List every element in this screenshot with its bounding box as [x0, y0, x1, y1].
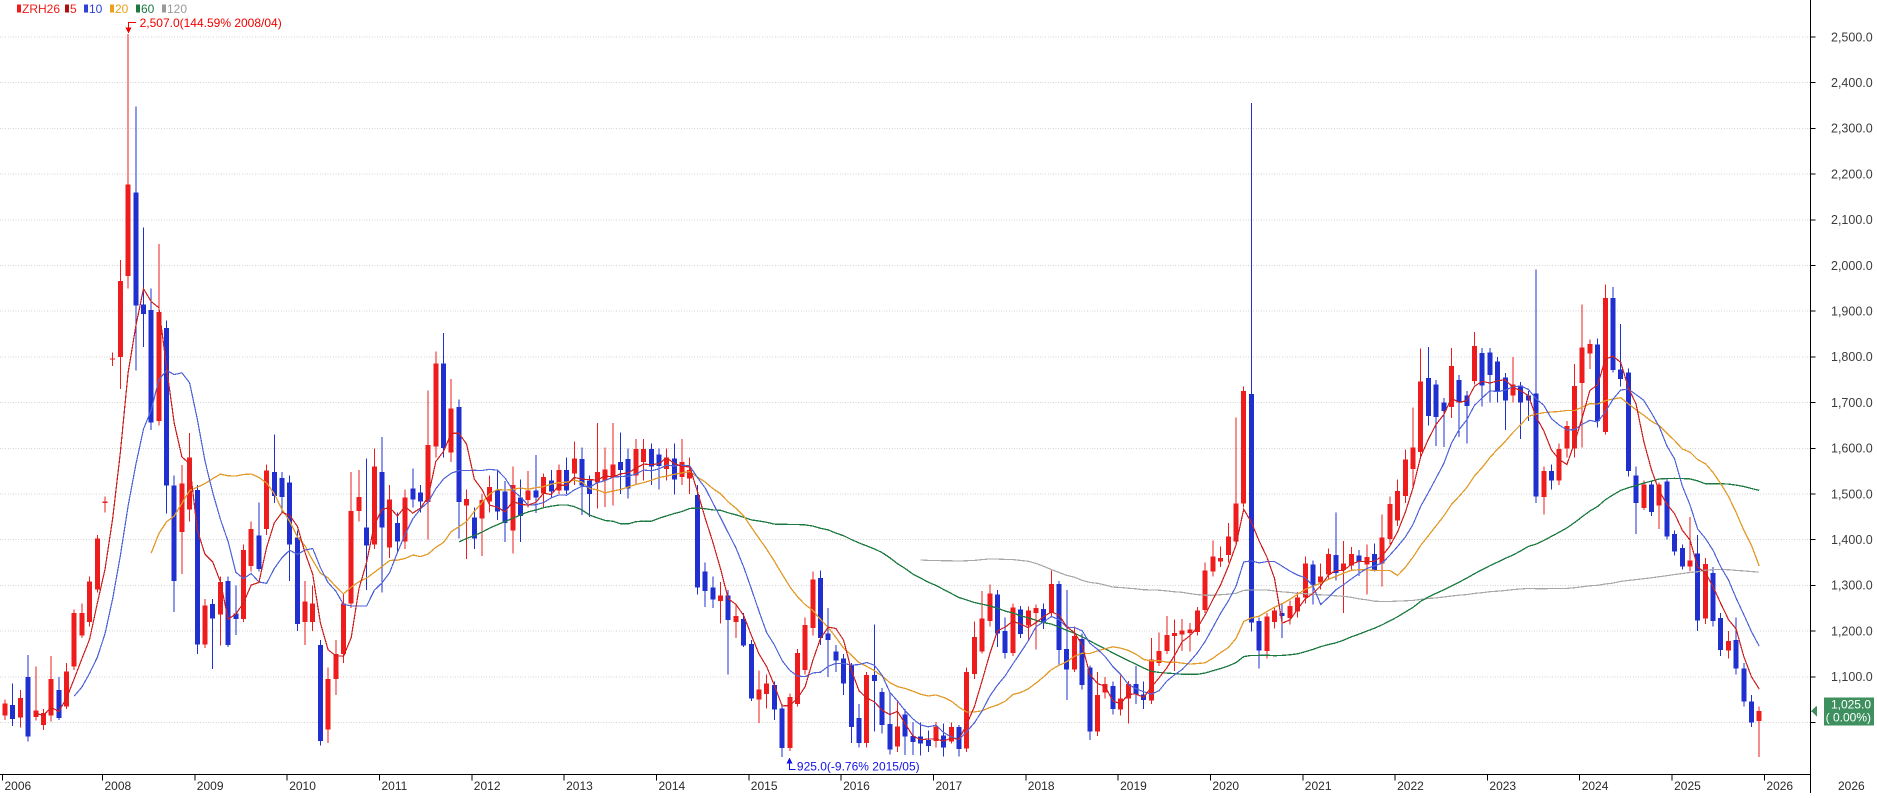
- svg-text:2018: 2018: [1028, 779, 1055, 793]
- svg-text:2019: 2019: [1120, 779, 1147, 793]
- svg-text:1,800.0: 1,800.0: [1831, 350, 1873, 364]
- svg-text:2010: 2010: [289, 779, 316, 793]
- svg-text:20: 20: [115, 2, 129, 16]
- svg-text:1,600.0: 1,600.0: [1831, 442, 1873, 456]
- svg-text:2017: 2017: [936, 779, 963, 793]
- svg-text:120: 120: [167, 2, 187, 16]
- svg-text:2022: 2022: [1397, 779, 1424, 793]
- svg-text:ZRH26: ZRH26: [22, 2, 60, 16]
- svg-text:2006: 2006: [5, 779, 32, 793]
- svg-text:2015: 2015: [751, 779, 778, 793]
- svg-text:1,025.0: 1,025.0: [1831, 698, 1871, 712]
- svg-text:2014: 2014: [659, 779, 686, 793]
- svg-text:2016: 2016: [843, 779, 870, 793]
- svg-text:2,100.0: 2,100.0: [1831, 213, 1873, 227]
- svg-text:2026: 2026: [1838, 779, 1865, 793]
- svg-text:2025: 2025: [1674, 779, 1701, 793]
- svg-text:2,400.0: 2,400.0: [1831, 76, 1873, 90]
- svg-text:2026: 2026: [1766, 779, 1793, 793]
- svg-text:2024: 2024: [1582, 779, 1609, 793]
- svg-text:1,500.0: 1,500.0: [1831, 487, 1873, 501]
- svg-text:1,900.0: 1,900.0: [1831, 305, 1873, 319]
- svg-text:2009: 2009: [197, 779, 224, 793]
- svg-text:2,000.0: 2,000.0: [1831, 259, 1873, 273]
- svg-text:925.0(-9.76% 2015/05): 925.0(-9.76% 2015/05): [797, 760, 920, 774]
- svg-text:2012: 2012: [474, 779, 501, 793]
- svg-text:2,200.0: 2,200.0: [1831, 167, 1873, 181]
- svg-text:1,100.0: 1,100.0: [1831, 670, 1873, 684]
- svg-text:2011: 2011: [382, 779, 408, 793]
- svg-text:60: 60: [141, 2, 155, 16]
- svg-text:2023: 2023: [1489, 779, 1516, 793]
- svg-text:10: 10: [89, 2, 103, 16]
- svg-text:( 0.00%): ( 0.00%): [1826, 711, 1871, 725]
- svg-text:2008: 2008: [105, 779, 132, 793]
- svg-text:1,700.0: 1,700.0: [1831, 396, 1873, 410]
- svg-text:2020: 2020: [1212, 779, 1239, 793]
- svg-text:1,400.0: 1,400.0: [1831, 533, 1873, 547]
- svg-text:2013: 2013: [566, 779, 593, 793]
- svg-text:1,200.0: 1,200.0: [1831, 624, 1873, 638]
- svg-text:5: 5: [70, 2, 77, 16]
- svg-text:2,507.0(144.59% 2008/04): 2,507.0(144.59% 2008/04): [140, 16, 282, 30]
- svg-text:2,300.0: 2,300.0: [1831, 122, 1873, 136]
- svg-text:1,300.0: 1,300.0: [1831, 579, 1873, 593]
- svg-text:2021: 2021: [1305, 779, 1332, 793]
- svg-text:2,500.0: 2,500.0: [1831, 30, 1873, 44]
